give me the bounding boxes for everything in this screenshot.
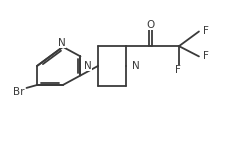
Text: N: N	[84, 61, 92, 71]
Text: O: O	[147, 20, 155, 30]
Text: N: N	[58, 38, 66, 48]
Text: F: F	[202, 26, 208, 37]
Text: F: F	[202, 51, 208, 61]
Text: Br: Br	[13, 87, 25, 97]
Text: F: F	[175, 65, 181, 75]
Text: N: N	[132, 61, 140, 71]
